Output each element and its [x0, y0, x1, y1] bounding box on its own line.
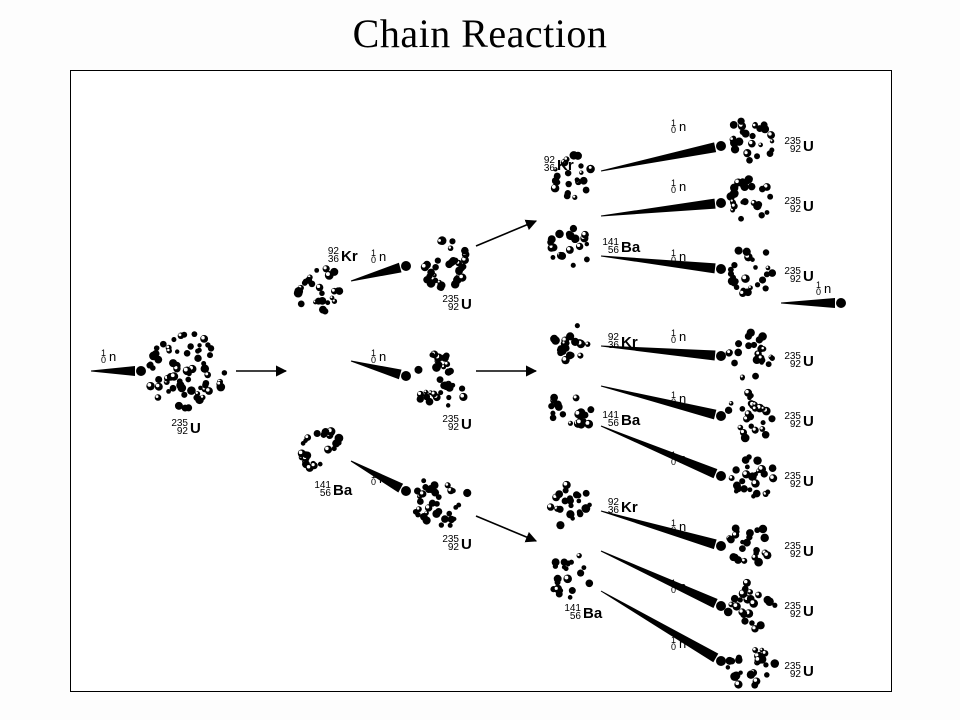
nucleus-U [728, 247, 776, 297]
isotope-label-U: 23592U [781, 412, 801, 430]
neutron [136, 366, 146, 376]
isotope-label-U: 23592U [781, 542, 801, 560]
nucleus-U [146, 331, 227, 411]
neutron-label: 10n [671, 329, 676, 345]
nucleus-U [726, 647, 779, 689]
nucleus-Ba [547, 225, 590, 268]
neutron-label: 10n [671, 451, 676, 467]
neutron-trail [601, 426, 718, 479]
neutron-label: 10n [671, 119, 676, 135]
nucleus-U [726, 524, 771, 566]
isotope-label-U: 23592U [439, 535, 459, 553]
neutron-label: 10n [101, 349, 106, 365]
neutron-label: 10n [671, 179, 676, 195]
neutron-label: 10n [816, 281, 821, 297]
neutron-trail [601, 551, 718, 608]
isotope-label-U: 23592U [168, 419, 188, 437]
neutron [716, 141, 726, 151]
isotope-label-U: 23592U [781, 197, 801, 215]
nucleus-Kr [547, 481, 592, 529]
isotope-label-Kr: 9236Kr [599, 498, 619, 516]
isotope-label-Ba: 14156Ba [311, 481, 331, 499]
page-title: Chain Reaction [0, 0, 960, 57]
neutron [401, 371, 411, 381]
neutron [716, 351, 726, 361]
isotope-label-U: 23592U [781, 662, 801, 680]
neutron [716, 471, 726, 481]
neutron-label: 10n [671, 519, 676, 535]
isotope-label-U: 23592U [781, 267, 801, 285]
nucleus-Kr [550, 323, 590, 364]
neutron-trail [781, 298, 835, 308]
isotope-label-Ba: 14156Ba [599, 411, 619, 429]
nucleus-U [414, 350, 467, 407]
neutron [716, 656, 726, 666]
neutron [401, 486, 411, 496]
neutron [716, 198, 726, 208]
isotope-label-U: 23592U [439, 415, 459, 433]
nucleus-U [724, 579, 778, 633]
neutron-trail [91, 366, 135, 376]
neutron [836, 298, 846, 308]
arrow [476, 516, 536, 541]
nucleus-Ba [548, 394, 594, 429]
isotope-label-U: 23592U [781, 352, 801, 370]
isotope-label-U: 23592U [781, 472, 801, 490]
nucleus-Kr [294, 265, 343, 314]
neutron [716, 264, 726, 274]
diagram-svg [71, 71, 891, 691]
neutron-label: 10n [371, 471, 376, 487]
neutron-trail [351, 361, 402, 380]
neutron-label: 10n [371, 349, 376, 365]
nucleus-U [413, 478, 471, 528]
neutron-label: 10n [371, 249, 376, 265]
neutron-label: 10n [671, 636, 676, 652]
isotope-label-U: 23592U [439, 295, 459, 313]
neutron-label: 10n [671, 249, 676, 265]
nucleus-U [726, 329, 775, 381]
isotope-label-Ba: 14156Ba [599, 238, 619, 256]
nucleus-Ba [298, 427, 344, 472]
isotope-label-Kr: 9236Kr [319, 247, 339, 265]
nucleus-U [725, 389, 776, 442]
neutron [401, 261, 411, 271]
isotope-label-Kr: 9236Kr [535, 156, 555, 174]
arrow [476, 221, 536, 246]
diagram-frame: 23592U 9236Kr 14156Ba 23592U 23592U 23592U 923… [70, 70, 892, 692]
nucleus-U [729, 454, 777, 498]
nucleus-U [421, 236, 470, 291]
isotope-label-Ba: 14156Ba [561, 604, 581, 622]
neutron-trail [601, 199, 716, 217]
nucleus-U [730, 118, 775, 164]
neutron-trail [601, 511, 717, 550]
neutron [716, 411, 726, 421]
neutron [716, 541, 726, 551]
neutron-label: 10n [671, 579, 676, 595]
isotope-label-Kr: 9236Kr [599, 333, 619, 351]
isotope-label-U: 23592U [781, 137, 801, 155]
neutron-trail [601, 256, 716, 274]
neutron-label: 10n [671, 391, 676, 407]
neutron-trail [601, 142, 716, 171]
neutron-trail [351, 461, 403, 493]
nucleus-Ba [550, 553, 593, 600]
neutron [716, 601, 726, 611]
nucleus-U [727, 175, 774, 221]
isotope-label-U: 23592U [781, 602, 801, 620]
neutron-trail [351, 263, 402, 282]
